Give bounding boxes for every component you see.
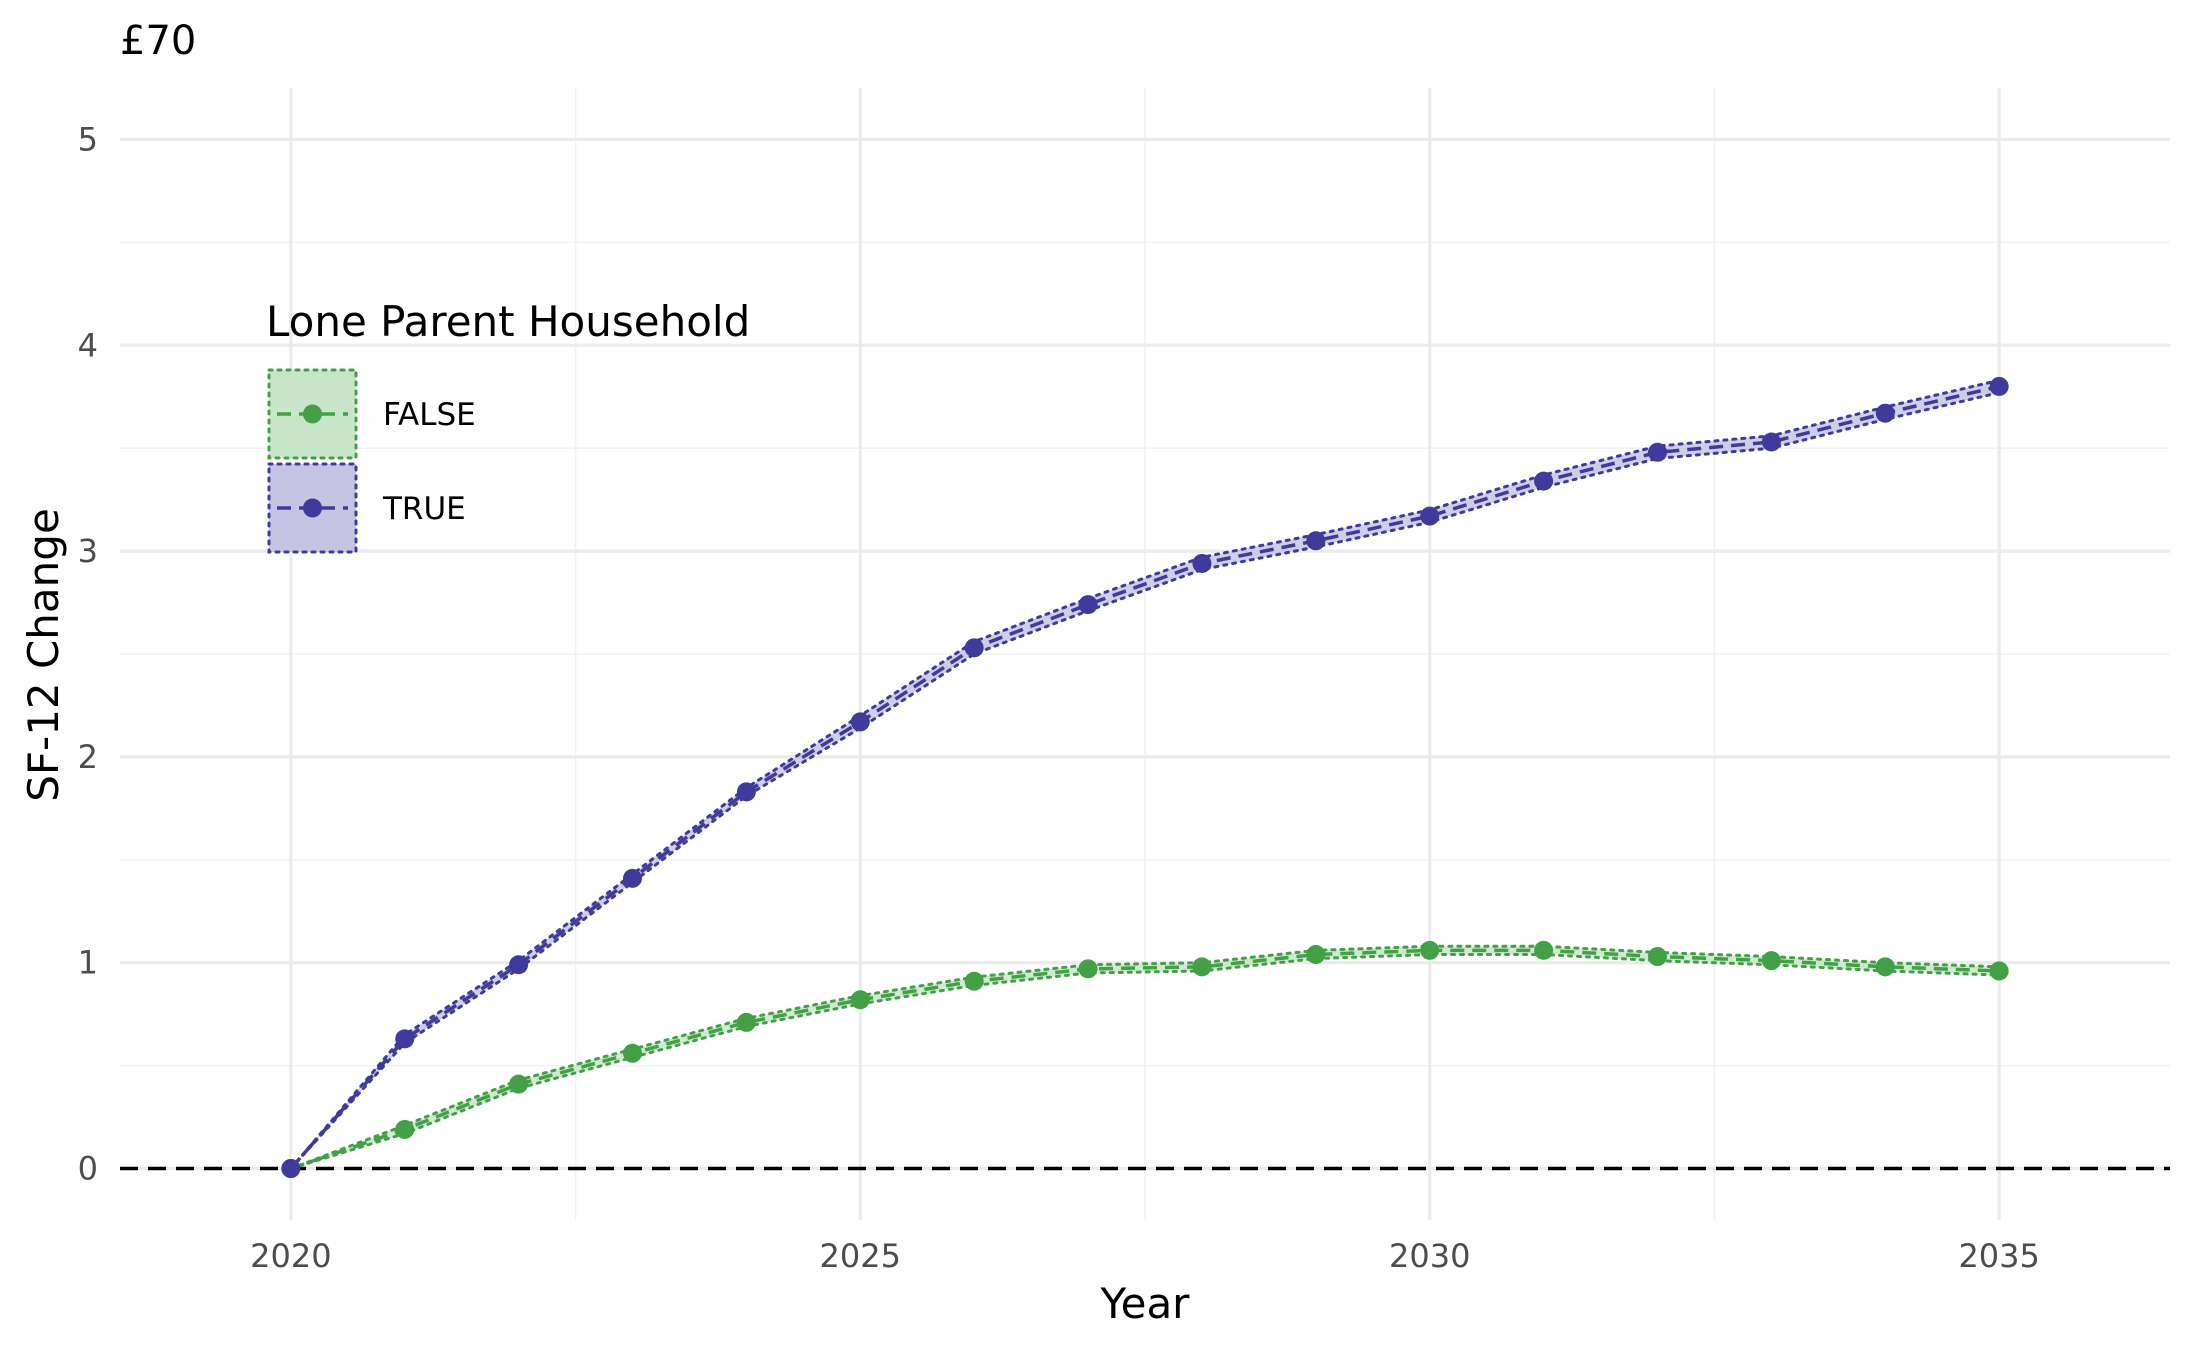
grid-minor [120, 88, 2170, 1220]
series-upper-false [289, 944, 2001, 1171]
point-true [395, 1029, 415, 1049]
x-tick-label: 2035 [1958, 1237, 2039, 1275]
chart-title: £70 [120, 18, 196, 64]
point-true [1875, 403, 1895, 423]
point-false [1192, 957, 1212, 977]
point-true [1761, 432, 1781, 452]
point-true [1648, 442, 1667, 462]
point-false [395, 1119, 415, 1139]
point-true [623, 868, 642, 888]
point-true [850, 712, 870, 732]
x-axis-tick-labels: 2020 2025 2030 2035 [250, 1237, 2040, 1275]
x-tick-label: 2020 [250, 1237, 331, 1275]
point-false [509, 1074, 529, 1094]
y-axis-tick-labels: 0 1 2 3 4 5 [78, 120, 98, 1187]
point-false [1078, 959, 1098, 979]
x-axis-title: Year [1100, 1279, 1191, 1328]
point-true [509, 955, 529, 975]
series-lower-true [289, 391, 2001, 1171]
y-axis-title: SF-12 Change [19, 508, 68, 802]
legend-point-true [303, 498, 322, 518]
x-tick-label: 2025 [820, 1237, 901, 1275]
y-tick-label: 0 [78, 1150, 98, 1188]
x-tick-label: 2030 [1389, 1237, 1470, 1275]
point-false [1534, 940, 1554, 960]
point-true [736, 782, 756, 802]
point-true [964, 638, 984, 658]
series-lines [289, 378, 2001, 1171]
series-line-true [289, 384, 2000, 1170]
y-tick-label: 2 [78, 738, 98, 776]
legend-title: Lone Parent Household [266, 297, 750, 346]
point-false [736, 1012, 756, 1032]
point-true [1306, 531, 1326, 551]
legend-label-true: TRUE [382, 491, 466, 527]
point-true [1989, 376, 2009, 396]
series-lower-false [289, 952, 2001, 1171]
legend-key-false: FALSE [267, 368, 476, 460]
point-false [964, 971, 984, 991]
point-false [1306, 944, 1326, 964]
point-false [1420, 940, 1440, 960]
series-points [281, 376, 2009, 1179]
point-false [1648, 947, 1667, 967]
legend-point-false [303, 404, 322, 424]
y-tick-label: 4 [78, 326, 98, 364]
point-true [1534, 471, 1554, 491]
point-false [1875, 957, 1895, 977]
legend-key-true: TRUE [267, 462, 466, 554]
series-line-false [290, 948, 2000, 1171]
point-true [1078, 595, 1098, 615]
point-true [281, 1159, 301, 1179]
point-false [850, 990, 870, 1010]
y-tick-label: 3 [78, 532, 98, 570]
legend-keys: FALSE TRUE [267, 368, 476, 554]
legend: Lone Parent Household FALSE TRUE [266, 297, 750, 554]
point-true [1192, 553, 1212, 573]
legend-label-false: FALSE [383, 397, 476, 433]
y-tick-label: 1 [78, 944, 98, 982]
point-false [1761, 951, 1781, 971]
point-false [1989, 961, 2009, 981]
point-true [1420, 506, 1440, 526]
series-upper-true [289, 378, 2001, 1171]
y-tick-label: 5 [78, 120, 98, 158]
point-false [623, 1043, 642, 1063]
